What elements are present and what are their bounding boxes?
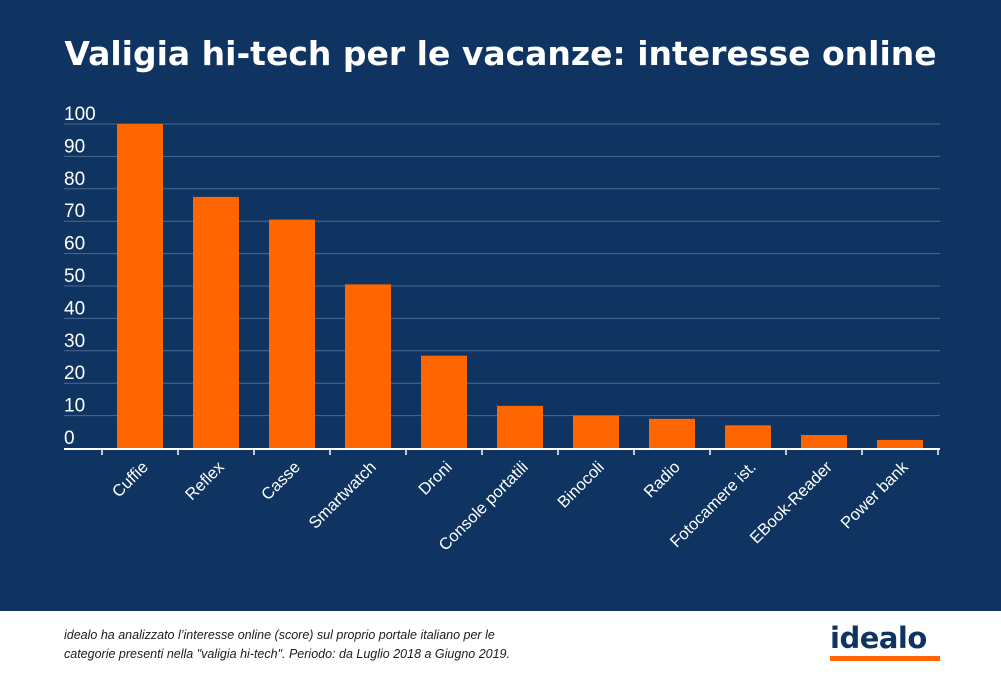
bar-casse	[269, 219, 315, 448]
logo-underline	[830, 656, 940, 661]
bar-console-portatili	[497, 405, 543, 448]
chart-title: Valigia hi-tech per le vacanze: interess…	[64, 34, 937, 73]
bar-ebook-reader	[801, 435, 847, 448]
chart-panel	[0, 0, 1001, 611]
bar-radio	[649, 418, 695, 448]
bar-chart: 0 10 20 30 40 50 60 70 80 90 100 Cuffie Reflex Casse…	[64, 104, 940, 555]
y-tick-label: 50	[64, 266, 85, 287]
footer-note-line-1: idealo ha analizzato l’interesse online …	[64, 628, 495, 642]
y-tick-label: 20	[64, 363, 85, 384]
bar-power-bank	[877, 439, 923, 448]
x-tick-label: EBook-Reader	[747, 458, 837, 548]
bar-reflex	[193, 196, 239, 448]
x-tick-label: Droni	[415, 458, 456, 499]
x-axis	[64, 448, 940, 455]
logo-text: idealo	[830, 621, 927, 655]
x-tick-label: Casse	[258, 458, 304, 504]
y-tick-label: 90	[64, 136, 85, 157]
y-tick-label: 30	[64, 331, 85, 352]
x-tick-label: Radio	[641, 458, 684, 501]
y-tick-label: 60	[64, 234, 85, 255]
y-tick-label: 0	[64, 428, 75, 449]
bar-cuffie	[117, 124, 163, 448]
bar-droni	[421, 355, 467, 448]
bar-fotocamere-ist-	[725, 425, 771, 448]
y-tick-label: 80	[64, 169, 85, 190]
idealo-logo: idealo	[830, 620, 942, 661]
y-tick-label: 100	[64, 104, 96, 125]
bars	[117, 124, 923, 448]
bar-binocoli	[573, 415, 619, 448]
x-tick-label: Smartwatch	[306, 458, 380, 532]
y-tick-label: 70	[64, 201, 85, 222]
x-tick-label: Power bank	[837, 458, 912, 533]
x-tick-label: Reflex	[182, 458, 228, 504]
x-tick-label: Binocoli	[554, 458, 608, 512]
bar-smartwatch	[345, 284, 391, 448]
footer-note-line-2: categorie presenti nella "valigia hi-tec…	[64, 647, 510, 661]
y-tick-label: 40	[64, 298, 85, 319]
x-axis-tick-labels: Cuffie Reflex Casse Smartwatch DroniConsole …	[109, 458, 913, 555]
y-axis-tick-labels: 0 10 20 30 40 50 60 70 80 90 100	[64, 104, 96, 449]
y-tick-label: 10	[64, 396, 85, 417]
footer-note: idealo ha analizzato l’interesse online …	[64, 626, 584, 664]
x-tick-label: Cuffie	[109, 458, 152, 501]
